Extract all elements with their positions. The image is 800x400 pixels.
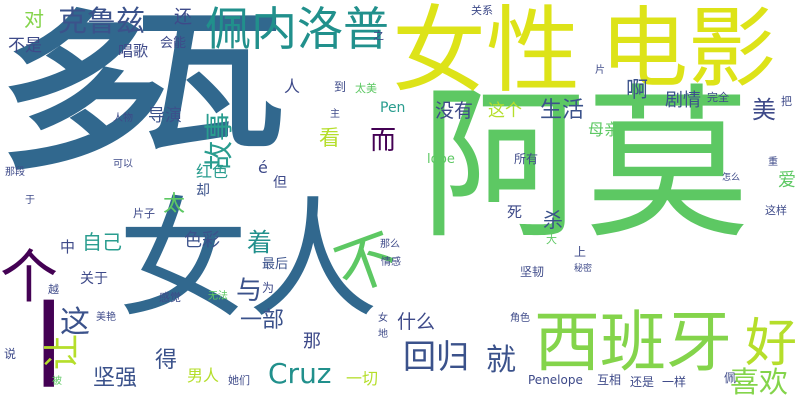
word-zhege: 这个 [488, 101, 522, 121]
word-zhong: 中 [60, 238, 76, 256]
word-e-accent: é [258, 158, 268, 177]
word-de: 得 [155, 348, 178, 373]
word-huigui: 回归 [403, 337, 469, 376]
word-yibu: 一部 [240, 308, 285, 333]
word-ba: 把 [781, 95, 792, 108]
word-duo: 多 [0, 0, 171, 194]
word-hao: 好 [745, 314, 798, 374]
word-nv: 女 [378, 313, 388, 324]
word-si: 死 [507, 203, 523, 221]
word-kan: 看 [319, 126, 340, 150]
word-ge: 个 [0, 243, 59, 311]
word-juese: 角色 [510, 313, 530, 324]
word-tamen: 她们 [228, 374, 250, 387]
word-nvren: 女人 [118, 184, 379, 336]
word-amo: 阿莫 [420, 69, 750, 261]
word-guanxi: 关系 [471, 4, 493, 17]
word-zheyang: 这样 [765, 204, 787, 217]
word-yu: 与 [236, 276, 263, 306]
word-pen: Pen [380, 100, 406, 116]
word-wanquan: 完全 [707, 91, 729, 104]
word-renwu: 人物 [113, 113, 133, 124]
word-pianzi: 片子 [133, 207, 155, 220]
word-mimi: 秘密 [574, 264, 593, 274]
word-ren: 人 [284, 77, 301, 96]
word-da: 大 [546, 233, 557, 246]
word-hongse: 红色 [196, 162, 229, 181]
word-muqin: 母亲 [588, 120, 621, 139]
word-ziji: 自己 [82, 230, 122, 254]
word-wufa: 无法 [208, 291, 228, 302]
word-na: 那 [303, 331, 321, 352]
word-peineiluopu: 佩内洛普 [205, 2, 389, 56]
word-kelouzi: 克鲁兹 [58, 4, 146, 38]
word-wei: 为 [262, 281, 275, 295]
word-dianying: 电影 [600, 0, 777, 100]
word-er: 而 [370, 126, 397, 156]
word-nanren: 男人 [187, 366, 220, 385]
word-que: 却 [196, 183, 210, 199]
word-zhong-heavy: 重 [768, 157, 778, 168]
word-pei: 佩 [724, 371, 737, 385]
word-a: 啊 [626, 78, 649, 103]
word-shang: 上 [574, 245, 587, 259]
word-zuihou: 最后 [262, 257, 289, 272]
word-ai: 爱 [778, 170, 796, 191]
word-zenme: 怎么 [722, 173, 741, 183]
word-jiu: 就 [486, 343, 516, 378]
word-lope: lope [427, 152, 455, 167]
word-yiyang: 一样 [662, 375, 687, 389]
word-di: 地 [378, 329, 388, 340]
word-huxiang: 互相 [597, 373, 622, 387]
word-guanyu: 关于 [80, 271, 108, 287]
word-zhe: 这 [60, 305, 90, 340]
word-secai: 色彩 [184, 230, 220, 251]
word-meiyan: 美艳 [96, 312, 116, 323]
word-nvxing: 女性 [392, 0, 581, 106]
word-juqing: 剧情 [665, 90, 701, 111]
word-mei: 美 [752, 96, 776, 124]
word-zhe-zhao: 着 [247, 228, 273, 257]
word-shenme: 什么 [397, 311, 436, 333]
word-keyi: 可以 [113, 159, 133, 170]
word-yiqie: 一切 [346, 369, 379, 388]
word-dao: 到 [334, 80, 347, 94]
word-changge: 唱歌 [118, 42, 149, 60]
word-yu-prep: 于 [25, 195, 35, 206]
word-jianqiang: 坚强 [93, 366, 138, 391]
word-wa: 瓦 [135, 0, 286, 170]
word-zhu: 主 [330, 109, 340, 120]
word-shuo: 说 [4, 347, 17, 361]
word-xibanya: 西班牙 [534, 304, 732, 381]
word-sha: 杀 [543, 208, 563, 232]
word-zhi: 之 [373, 29, 384, 42]
word-name: 那么 [380, 239, 400, 250]
word-dan: 但 [273, 175, 287, 191]
word-qinggan: 情感 [381, 257, 401, 268]
word-jianren: 坚韧 [520, 265, 545, 279]
word-hai: 还 [174, 7, 192, 28]
word-huineng: 会能 [160, 36, 187, 51]
word-haishi: 还是 [630, 375, 655, 389]
word-suoyou: 所有 [514, 152, 539, 166]
word-yue: 越 [48, 283, 59, 296]
word-tai: 太 [163, 192, 186, 217]
word-penelope: Penelope [528, 373, 583, 387]
word-cruz: Cruz [268, 357, 332, 390]
word-naduan: 那段 [5, 167, 25, 178]
word-ganjue: 感觉 [159, 291, 181, 304]
word-xihuan: 喜欢 [730, 365, 789, 399]
word-bushi: 不是 [8, 36, 42, 56]
word-shenghuo: 生活 [540, 98, 585, 123]
word-daoyan: 导演 [148, 106, 182, 126]
word-dui: 对 [24, 7, 44, 31]
word-pian: 片 [595, 65, 605, 76]
word-bei: 被 [52, 376, 62, 387]
word-taimei: 太美 [355, 82, 377, 95]
word-meiyou: 没有 [435, 100, 474, 122]
